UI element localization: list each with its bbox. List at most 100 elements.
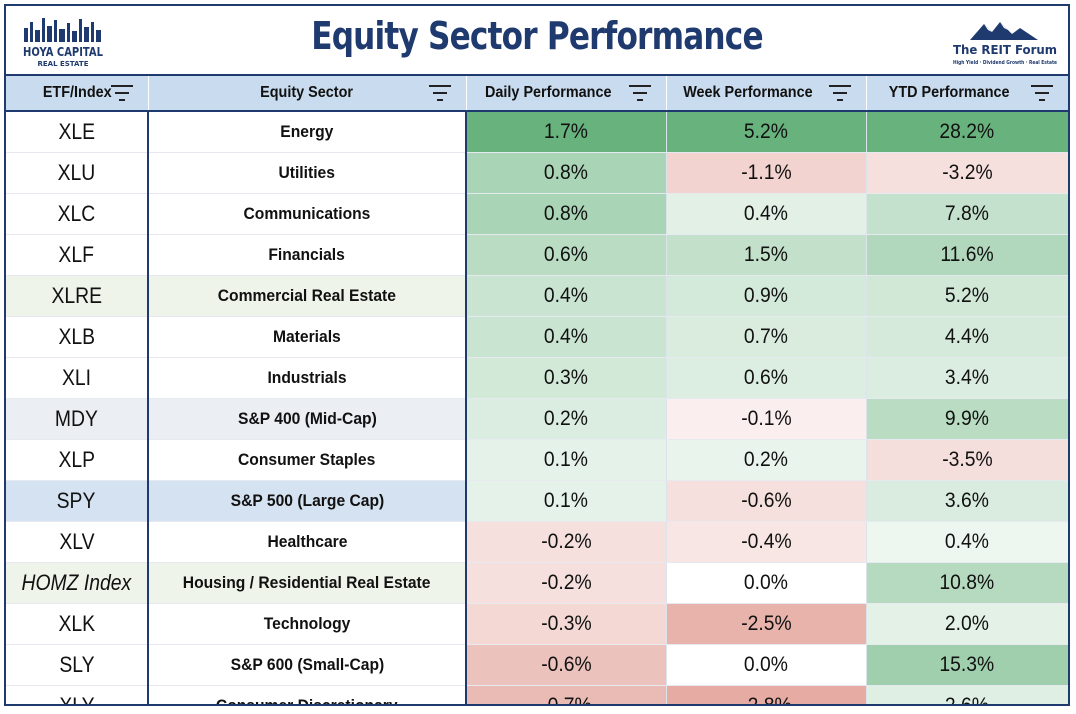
etf-label: XLRE [51, 283, 102, 308]
ytd-performance-value: 3.4% [944, 366, 990, 389]
sector-cell: Consumer Staples [148, 439, 467, 481]
logo-right-tagline: High Yield · Dividend Growth · Real Esta… [953, 60, 1058, 66]
daily-performance-value: 0.2% [544, 407, 589, 430]
hoya-capital-logo: HOYA CAPITAL REAL ESTATE [23, 18, 103, 68]
table-row: HOMZ Index Housing / Residential Real Est… [6, 562, 1068, 604]
daily-performance-value: 0.6% [544, 243, 589, 266]
sector-label: Commercial Real Estate [217, 286, 397, 305]
filter-icon[interactable] [828, 84, 852, 102]
week-performance-value: -0.4% [740, 530, 792, 553]
etf-label: XLC [57, 201, 96, 226]
week-performance-value: 0.0% [743, 571, 789, 594]
performance-table: ETF/Index Equity Sector Daily Performanc… [6, 74, 1068, 706]
week-performance-value: -2.5% [740, 612, 792, 635]
col-header-ytd[interactable]: YTD Performance [866, 74, 1068, 112]
etf-cell: XLB [6, 316, 149, 358]
ytd-performance-cell: 7.8% [866, 193, 1068, 235]
col-header-daily[interactable]: Daily Performance [466, 74, 667, 112]
etf-cell: XLY [6, 685, 149, 704]
daily-performance-value: -0.7% [541, 694, 592, 706]
ytd-performance-value: 4.4% [944, 325, 990, 348]
equity-sector-performance-table: HOYA CAPITAL REAL ESTATE Equity Sector P… [4, 4, 1070, 706]
daily-performance-value: 0.1% [544, 489, 589, 512]
ytd-performance-cell: 11.6% [866, 234, 1068, 276]
table-row: XLRE Commercial Real Estate 0.4% 0.9% 5.2% [6, 275, 1068, 317]
week-performance-cell: 0.6% [666, 357, 867, 399]
daily-performance-cell: 0.8% [466, 193, 667, 235]
week-performance-cell: 0.4% [666, 193, 867, 235]
ytd-performance-value: 10.8% [939, 571, 995, 594]
etf-label: SPY [57, 488, 96, 513]
etf-cell: XLE [6, 111, 149, 153]
sector-cell: Housing / Residential Real Estate [148, 562, 467, 604]
sector-label: Housing / Residential Real Estate [183, 573, 431, 592]
week-performance-value: -0.6% [740, 489, 792, 512]
sector-label: Communications [243, 204, 371, 223]
sector-label: Consumer Staples [238, 450, 376, 469]
sector-label: Financials [268, 245, 346, 264]
week-performance-cell: 0.9% [666, 275, 867, 317]
header: HOYA CAPITAL REAL ESTATE Equity Sector P… [6, 6, 1068, 74]
week-performance-cell: -0.1% [666, 398, 867, 440]
daily-performance-value: 0.8% [544, 202, 589, 225]
etf-label: MDY [54, 406, 99, 431]
sector-label: Consumer Discretionary [216, 696, 398, 706]
table-row: XLI Industrials 0.3% 0.6% 3.4% [6, 357, 1068, 399]
daily-performance-cell: -0.6% [466, 644, 667, 686]
week-performance-value: 0.9% [743, 284, 789, 307]
daily-performance-cell: 0.6% [466, 234, 667, 276]
daily-performance-value: -0.3% [541, 612, 592, 635]
ytd-performance-value: 3.6% [944, 489, 990, 512]
table-body: XLE Energy 1.7% 5.2% 28.2% XLU Utilities 0.8% -1… [6, 111, 1068, 706]
etf-cell: XLV [6, 521, 149, 563]
daily-performance-value: 0.4% [544, 284, 589, 307]
ytd-performance-value: -3.5% [941, 448, 993, 471]
col-header-sector[interactable]: Equity Sector [148, 74, 467, 112]
daily-performance-cell: -0.2% [466, 562, 667, 604]
week-performance-value: -2.8% [740, 694, 792, 706]
ytd-performance-cell: 28.2% [866, 111, 1068, 153]
col-header-label: ETF/Index [42, 84, 112, 101]
sector-label: S&P 600 (Small-Cap) [230, 655, 384, 674]
table-row: MDY S&P 400 (Mid-Cap) 0.2% -0.1% 9.9% [6, 398, 1068, 440]
sector-label: Energy [280, 122, 334, 141]
sector-cell: Communications [148, 193, 467, 235]
week-performance-cell: 1.5% [666, 234, 867, 276]
week-performance-cell: 0.0% [666, 644, 867, 686]
daily-performance-value: -0.6% [541, 653, 592, 676]
etf-label: XLU [57, 160, 96, 185]
ytd-performance-value: 7.8% [944, 202, 990, 225]
daily-performance-value: -0.2% [541, 571, 592, 594]
ytd-performance-cell: 15.3% [866, 644, 1068, 686]
filter-icon[interactable] [628, 84, 652, 102]
col-header-etf[interactable]: ETF/Index [6, 74, 149, 112]
table-row: XLY Consumer Discretionary -0.7% -2.8% 2.6% [6, 685, 1068, 706]
filter-icon[interactable] [110, 84, 134, 102]
daily-performance-cell: 0.8% [466, 152, 667, 194]
week-performance-cell: -2.8% [666, 685, 867, 706]
etf-cell: XLF [6, 234, 149, 276]
ytd-performance-value: 9.9% [944, 407, 990, 430]
week-performance-cell: 0.0% [666, 562, 867, 604]
sector-label: Utilities [278, 163, 336, 182]
week-performance-value: 0.7% [743, 325, 789, 348]
week-performance-cell: -2.5% [666, 603, 867, 645]
col-header-week[interactable]: Week Performance [666, 74, 867, 112]
logo-right-name: The REIT Forum [953, 43, 1057, 57]
etf-label: XLB [58, 324, 95, 349]
sector-cell: Energy [148, 111, 467, 153]
daily-performance-value: 0.8% [544, 161, 589, 184]
table-row: XLE Energy 1.7% 5.2% 28.2% [6, 111, 1068, 153]
logo-left-line2: REAL ESTATE [38, 60, 89, 68]
ytd-performance-value: -3.2% [941, 161, 993, 184]
filter-icon[interactable] [1030, 84, 1054, 102]
etf-cell: XLU [6, 152, 149, 194]
daily-performance-value: 0.1% [544, 448, 589, 471]
sector-label: Technology [263, 614, 351, 633]
week-performance-value: 0.4% [743, 202, 789, 225]
filter-icon[interactable] [428, 84, 452, 102]
ytd-performance-value: 2.0% [944, 612, 990, 635]
sector-cell: Technology [148, 603, 467, 645]
sector-cell: Industrials [148, 357, 467, 399]
etf-cell: HOMZ Index [6, 562, 149, 604]
